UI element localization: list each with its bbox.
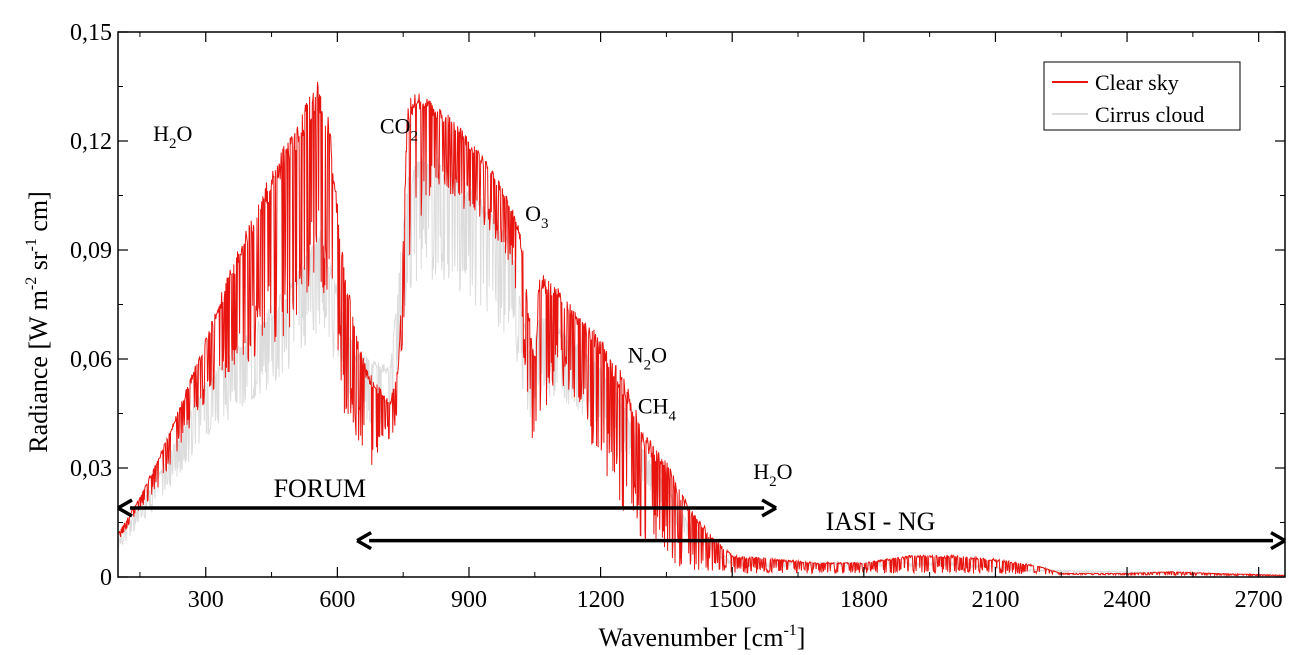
- legend: Clear sky Cirrus cloud: [1043, 61, 1241, 131]
- y-axis-label: Radiance [W m-2 sr-1 cm]: [23, 191, 53, 453]
- series-clear-sky: [117, 81, 1285, 578]
- y-tick-label: 0,15: [70, 20, 112, 46]
- axis-ticks: 300 600 900 1200 1500 1800 2100 2400 2700 0 0,03 0,…: [70, 20, 1285, 613]
- legend-box: [1043, 61, 1241, 131]
- range-arrowhead-right-iasi-ng: [1270, 531, 1286, 551]
- range-arrows: FORUM IASI - NG: [117, 474, 1286, 551]
- y-tick-label: 0,06: [70, 347, 112, 373]
- molecule-label: H2O: [153, 121, 192, 152]
- molecule-label: O3: [525, 201, 548, 232]
- x-tick-label: 2100: [971, 587, 1019, 613]
- x-tick-label: 1800: [840, 587, 888, 613]
- series-layer: [117, 81, 1285, 578]
- range-label-iasi-ng: IASI - NG: [826, 507, 936, 536]
- molecule-label: H2O: [753, 459, 792, 490]
- legend-label-clear-sky: Clear sky: [1095, 70, 1179, 95]
- molecule-label: CO2: [380, 114, 418, 145]
- range-label-forum: FORUM: [274, 474, 366, 503]
- x-tick-label: 1200: [577, 587, 625, 613]
- molecule-label: N2O: [628, 343, 667, 374]
- range-arrowhead-left-iasi-ng: [356, 531, 372, 551]
- x-tick-label: 300: [188, 587, 224, 613]
- range-arrowhead-right-forum: [761, 498, 777, 518]
- molecule-annotations: H2O CO2 O3 N2O CH4 H2O: [153, 114, 792, 490]
- y-tick-label: 0,09: [70, 238, 112, 264]
- range-arrowhead-left-forum: [117, 498, 133, 518]
- x-tick-label: 900: [451, 587, 487, 613]
- x-tick-label: 2400: [1103, 587, 1151, 613]
- molecule-label: CH4: [638, 394, 677, 425]
- x-tick-label: 1500: [708, 587, 756, 613]
- x-tick-label: 600: [319, 587, 355, 613]
- x-tick-label: 2700: [1235, 587, 1283, 613]
- y-tick-label: 0,12: [70, 129, 112, 155]
- x-axis-label: Wavenumber [cm-1]: [599, 622, 806, 652]
- y-tick-label: 0,03: [70, 456, 112, 482]
- y-tick-label: 0: [100, 565, 112, 591]
- legend-label-cirrus-cloud: Cirrus cloud: [1095, 102, 1204, 127]
